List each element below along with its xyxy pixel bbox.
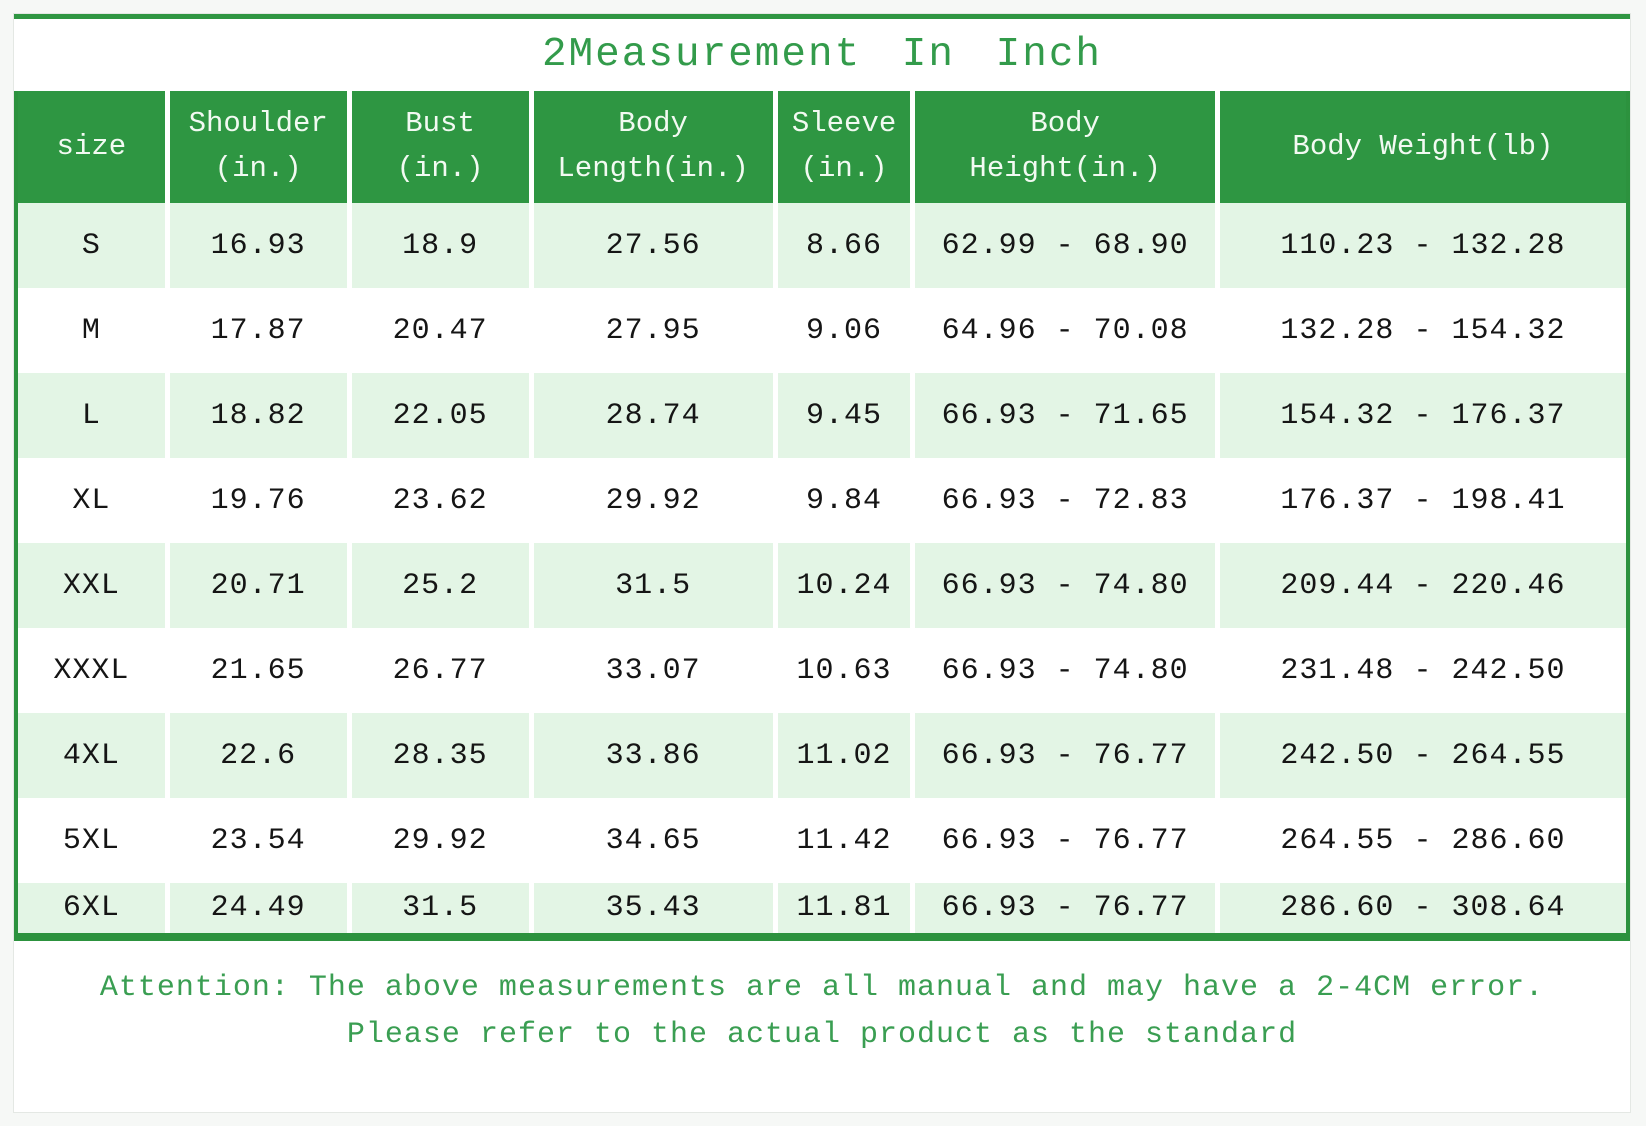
top-border-bar bbox=[14, 14, 1630, 19]
table-cell-body-height: 66.93 - 74.80 bbox=[915, 628, 1215, 713]
table-cell-size: S bbox=[18, 203, 165, 288]
table-cell-bust: 22.05 bbox=[351, 373, 529, 458]
size-chart-panel: 2Measurement In Inch size Shoulder (in.)… bbox=[13, 13, 1631, 1113]
table-cell-bust: 25.2 bbox=[351, 543, 529, 628]
table-cell-shoulder: 18.82 bbox=[169, 373, 347, 458]
table-cell-bust: 28.35 bbox=[351, 713, 529, 798]
column-header-sleeve: Sleeve (in.) bbox=[777, 91, 911, 203]
table-cell-sleeve: 10.63 bbox=[777, 628, 911, 713]
table-cell-body-weight: 132.28 - 154.32 bbox=[1219, 288, 1626, 373]
header-row: size Shoulder (in.) Bust (in.) Body Leng… bbox=[18, 91, 1626, 203]
column-header-shoulder: Shoulder (in.) bbox=[169, 91, 347, 203]
column-header-body-height: Body Height(in.) bbox=[915, 91, 1215, 203]
table-cell-body-height: 62.99 - 68.90 bbox=[915, 203, 1215, 288]
table-cell-shoulder: 24.49 bbox=[169, 883, 347, 933]
table-cell-shoulder: 20.71 bbox=[169, 543, 347, 628]
table-cell-bust: 31.5 bbox=[351, 883, 529, 933]
table-row-5xl: 5XL 23.54 29.92 34.65 11.42 66.93 - 76.7… bbox=[18, 798, 1626, 883]
table-cell-shoulder: 22.6 bbox=[169, 713, 347, 798]
column-header-body-weight: Body Weight(lb) bbox=[1219, 91, 1626, 203]
table-cell-size: XXL bbox=[18, 543, 165, 628]
note-line-1: Attention: The above measurements are al… bbox=[99, 971, 1545, 1005]
table-cell-sleeve: 8.66 bbox=[777, 203, 911, 288]
table-row-xxxl: XXXL 21.65 26.77 33.07 10.63 66.93 - 74.… bbox=[18, 628, 1626, 713]
column-header-body-length: Body Length(in.) bbox=[533, 91, 773, 203]
table-cell-shoulder: 23.54 bbox=[169, 798, 347, 883]
table-cell-sleeve: 11.42 bbox=[777, 798, 911, 883]
table-cell-body-height: 66.93 - 76.77 bbox=[915, 883, 1215, 933]
table-cell-body-length: 27.95 bbox=[533, 288, 773, 373]
table-cell-body-weight: 242.50 - 264.55 bbox=[1219, 713, 1626, 798]
table-cell-body-weight: 264.55 - 286.60 bbox=[1219, 798, 1626, 883]
table-cell-sleeve: 10.24 bbox=[777, 543, 911, 628]
table-cell-size: 6XL bbox=[18, 883, 165, 933]
table-cell-size: M bbox=[18, 288, 165, 373]
table-cell-shoulder: 16.93 bbox=[169, 203, 347, 288]
table-cell-bust: 23.62 bbox=[351, 458, 529, 543]
table-row-s: S 16.93 18.9 27.56 8.66 62.99 - 68.90 11… bbox=[18, 203, 1626, 288]
table-cell-body-length: 35.43 bbox=[533, 883, 773, 933]
table-cell-size: XXXL bbox=[18, 628, 165, 713]
table-cell-body-height: 66.93 - 71.65 bbox=[915, 373, 1215, 458]
table-cell-body-weight: 231.48 - 242.50 bbox=[1219, 628, 1626, 713]
table-cell-sleeve: 9.06 bbox=[777, 288, 911, 373]
table-cell-bust: 29.92 bbox=[351, 798, 529, 883]
title-block: 2Measurement In Inch bbox=[14, 19, 1630, 91]
chart-title: 2Measurement In Inch bbox=[541, 32, 1103, 78]
column-header-size: size bbox=[18, 91, 165, 203]
table-cell-size: 4XL bbox=[18, 713, 165, 798]
table-cell-sleeve: 9.84 bbox=[777, 458, 911, 543]
table-cell-body-height: 66.93 - 76.77 bbox=[915, 798, 1215, 883]
table-cell-sleeve: 11.02 bbox=[777, 713, 911, 798]
attention-note: Attention: The above measurements are al… bbox=[14, 941, 1630, 1111]
table-cell-body-height: 64.96 - 70.08 bbox=[915, 288, 1215, 373]
table-cell-size: XL bbox=[18, 458, 165, 543]
table-cell-body-weight: 154.32 - 176.37 bbox=[1219, 373, 1626, 458]
table-row-m: M 17.87 20.47 27.95 9.06 64.96 - 70.08 1… bbox=[18, 288, 1626, 373]
size-chart-table-wrap: size Shoulder (in.) Bust (in.) Body Leng… bbox=[14, 91, 1630, 941]
column-header-bust: Bust (in.) bbox=[351, 91, 529, 203]
table-cell-body-height: 66.93 - 72.83 bbox=[915, 458, 1215, 543]
table-cell-body-weight: 286.60 - 308.64 bbox=[1219, 883, 1626, 933]
size-chart-table: size Shoulder (in.) Bust (in.) Body Leng… bbox=[18, 91, 1626, 933]
table-row-l: L 18.82 22.05 28.74 9.45 66.93 - 71.65 1… bbox=[18, 373, 1626, 458]
table-cell-bust: 26.77 bbox=[351, 628, 529, 713]
table-cell-size: L bbox=[18, 373, 165, 458]
table-cell-bust: 18.9 bbox=[351, 203, 529, 288]
table-cell-sleeve: 11.81 bbox=[777, 883, 911, 933]
table-cell-body-length: 34.65 bbox=[533, 798, 773, 883]
table-body: S 16.93 18.9 27.56 8.66 62.99 - 68.90 11… bbox=[18, 203, 1626, 933]
table-header: size Shoulder (in.) Bust (in.) Body Leng… bbox=[18, 91, 1626, 203]
note-line-2: Please refer to the actual product as th… bbox=[346, 1018, 1298, 1052]
table-cell-shoulder: 17.87 bbox=[169, 288, 347, 373]
table-row-xxl: XXL 20.71 25.2 31.5 10.24 66.93 - 74.80 … bbox=[18, 543, 1626, 628]
table-cell-size: 5XL bbox=[18, 798, 165, 883]
table-cell-body-length: 31.5 bbox=[533, 543, 773, 628]
table-cell-body-height: 66.93 - 76.77 bbox=[915, 713, 1215, 798]
table-cell-body-weight: 176.37 - 198.41 bbox=[1219, 458, 1626, 543]
table-cell-body-length: 27.56 bbox=[533, 203, 773, 288]
table-row-xl: XL 19.76 23.62 29.92 9.84 66.93 - 72.83 … bbox=[18, 458, 1626, 543]
table-cell-shoulder: 21.65 bbox=[169, 628, 347, 713]
table-cell-body-weight: 209.44 - 220.46 bbox=[1219, 543, 1626, 628]
table-cell-shoulder: 19.76 bbox=[169, 458, 347, 543]
table-row-6xl: 6XL 24.49 31.5 35.43 11.81 66.93 - 76.77… bbox=[18, 883, 1626, 933]
table-cell-body-length: 29.92 bbox=[533, 458, 773, 543]
table-row-4xl: 4XL 22.6 28.35 33.86 11.02 66.93 - 76.77… bbox=[18, 713, 1626, 798]
table-cell-body-length: 33.07 bbox=[533, 628, 773, 713]
table-cell-body-weight: 110.23 - 132.28 bbox=[1219, 203, 1626, 288]
table-cell-body-length: 28.74 bbox=[533, 373, 773, 458]
table-cell-body-length: 33.86 bbox=[533, 713, 773, 798]
table-cell-sleeve: 9.45 bbox=[777, 373, 911, 458]
table-cell-bust: 20.47 bbox=[351, 288, 529, 373]
table-cell-body-height: 66.93 - 74.80 bbox=[915, 543, 1215, 628]
